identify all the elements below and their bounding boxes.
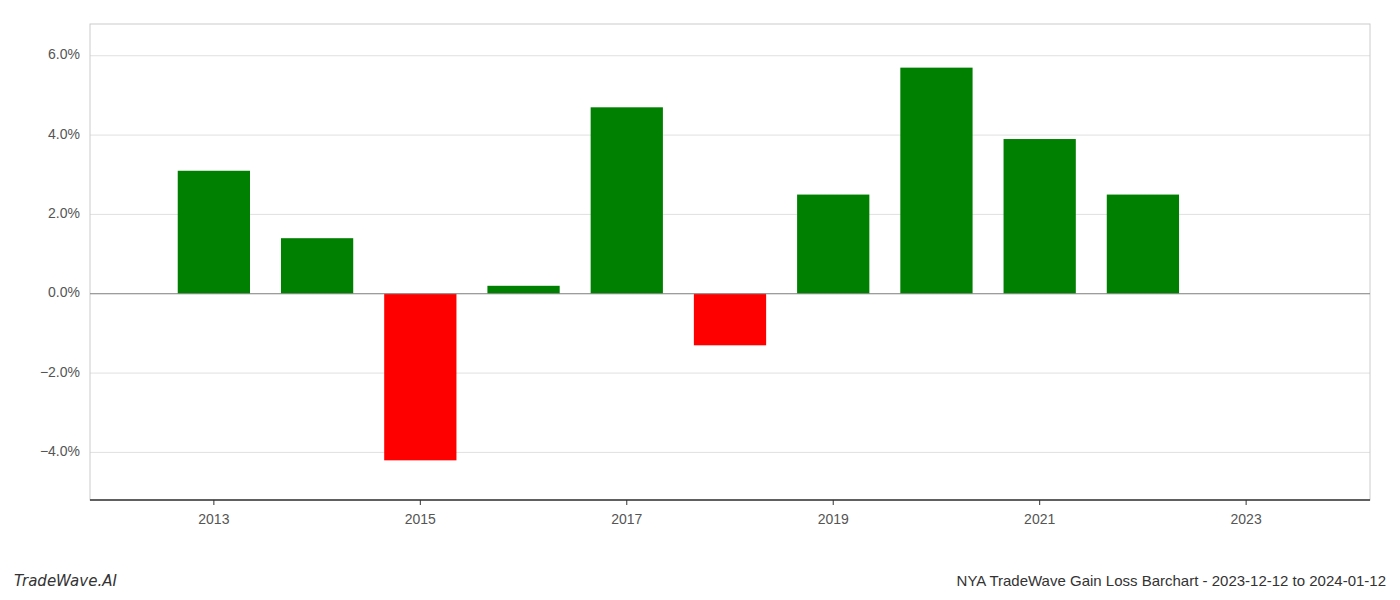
zero-line	[90, 293, 1370, 294]
grid-line	[90, 293, 1370, 294]
y-grid	[90, 56, 1370, 453]
y-tick-label: −2.0%	[40, 364, 80, 380]
bar	[384, 294, 456, 461]
chart: −4.0%−2.0%0.0%2.0%4.0%6.0%20132015201720…	[0, 0, 1400, 600]
x-tick	[1246, 500, 1247, 505]
title: NYA TradeWave Gain Loss Barchart - 2023-…	[957, 572, 1386, 589]
grid-line	[90, 373, 1370, 374]
y-tick-label: 6.0%	[48, 46, 80, 62]
x-tick-label: 2017	[611, 511, 642, 527]
x-tick	[1039, 500, 1040, 505]
x-axis-line	[90, 499, 1370, 501]
bar	[1107, 195, 1179, 294]
x-axis: 2013 2015 2017 2019 2021 2023	[90, 500, 1370, 527]
y-tick-label: 2.0%	[48, 205, 80, 221]
y-tick-label: 4.0%	[48, 126, 80, 142]
x-tick	[420, 500, 421, 505]
bar	[797, 195, 869, 294]
plot-frame	[90, 24, 1370, 500]
grid-line	[90, 452, 1370, 453]
bar	[1004, 139, 1076, 294]
bar	[178, 171, 250, 294]
x-tick-label: 2013	[198, 511, 229, 527]
bar	[900, 68, 972, 294]
grid-line	[90, 135, 1370, 136]
grid-line	[90, 55, 1370, 56]
x-tick-label: 2021	[1024, 511, 1055, 527]
bar	[694, 294, 766, 346]
y-axis: −4.0% −2.0% 0.0% 2.0% 4.0% 6.0%	[40, 46, 80, 459]
bar	[591, 107, 663, 293]
x-tick	[833, 500, 834, 505]
x-tick-label: 2019	[818, 511, 849, 527]
bar	[487, 286, 559, 294]
bar	[281, 238, 353, 294]
x-tick-label: 2023	[1231, 511, 1262, 527]
bars	[90, 68, 1370, 461]
y-tick-label: −4.0%	[40, 443, 80, 459]
background	[0, 0, 1400, 600]
x-tick-label: 2015	[405, 511, 436, 527]
y-tick-label: 0.0%	[48, 284, 80, 300]
x-tick	[213, 500, 214, 505]
watermark: TradeWave.AI	[14, 572, 117, 590]
x-tick	[626, 500, 627, 505]
